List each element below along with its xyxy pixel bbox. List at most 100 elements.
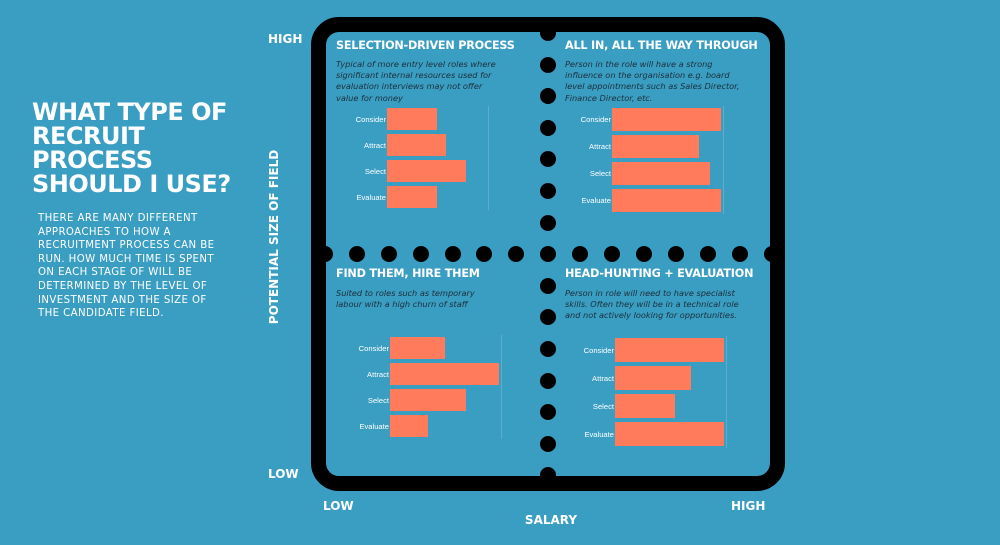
page-heading: WHAT TYPE OF RECRUIT PROCESS SHOULD I US… — [32, 98, 231, 198]
divider-dot — [540, 25, 556, 41]
category-label: Consider — [580, 115, 611, 124]
axis-guide-line — [501, 335, 502, 439]
bar-row: Consider — [567, 106, 727, 133]
divider-dot — [572, 246, 588, 262]
bar-attract — [612, 135, 699, 158]
bar-chart: Consider Attract Select Evaluate — [342, 106, 492, 210]
quadrant-title: FIND THEM, HIRE THEM — [336, 267, 480, 280]
divider-dot — [636, 246, 652, 262]
category-label: Evaluate — [584, 429, 614, 439]
divider-dot — [540, 436, 556, 452]
y-axis-title: POTENTIAL SIZE OF FIELD — [267, 149, 281, 325]
bar-consider — [390, 337, 445, 359]
quadrant-description: Person in the role will have a strong in… — [565, 59, 740, 103]
category-label: Evaluate — [581, 196, 611, 205]
axis-guide-line — [488, 106, 489, 210]
divider-dot — [732, 246, 748, 262]
divider-dot — [540, 278, 556, 294]
category-label: Consider — [358, 343, 389, 353]
category-label: Attract — [367, 369, 389, 379]
bar-row: Evaluate — [570, 420, 730, 448]
x-axis-high-label: HIGH — [731, 499, 766, 513]
category-label: Consider — [583, 345, 614, 355]
divider-dot — [540, 151, 556, 167]
bar-evaluate — [612, 189, 721, 212]
bar-consider — [387, 108, 437, 130]
bar-row: Attract — [342, 132, 492, 158]
divider-dot — [668, 246, 684, 262]
divider-dot — [540, 373, 556, 389]
bar-chart: Consider Attract Select Evaluate — [567, 106, 727, 214]
divider-dot — [540, 183, 556, 199]
quadrant-title: SELECTION-DRIVEN PROCESS — [336, 39, 515, 52]
divider-dot — [540, 246, 556, 262]
bar-row: Consider — [570, 336, 730, 364]
bar-consider — [612, 108, 721, 131]
bar-row: Evaluate — [342, 184, 492, 210]
divider-dot — [540, 57, 556, 73]
y-axis-low-label: LOW — [268, 467, 299, 481]
bar-row: Select — [345, 387, 505, 413]
bar-consider — [615, 338, 724, 362]
bar-row: Select — [567, 160, 727, 187]
bar-row: Select — [342, 158, 492, 184]
bar-attract — [387, 134, 446, 156]
bar-row: Consider — [345, 335, 505, 361]
divider-dot — [445, 246, 461, 262]
category-label: Attract — [592, 373, 614, 383]
divider-dot — [700, 246, 716, 262]
category-label: Select — [364, 166, 386, 176]
bar-evaluate — [390, 415, 428, 437]
divider-dot — [381, 246, 397, 262]
bar-row: Evaluate — [345, 413, 505, 439]
quadrant-description: Typical of more entry level roles where … — [336, 59, 496, 103]
category-label: Consider — [355, 114, 386, 124]
bar-select — [615, 394, 675, 418]
divider-dot — [540, 341, 556, 357]
divider-dot — [604, 246, 620, 262]
quadrant-title: HEAD-HUNTING + EVALUATION — [565, 267, 754, 280]
divider-dot — [540, 309, 556, 325]
category-label: Select — [367, 395, 389, 405]
divider-dot — [540, 404, 556, 420]
bar-chart: Consider Attract Select Evaluate — [570, 336, 730, 448]
bar-select — [390, 389, 466, 411]
bar-row: Attract — [567, 133, 727, 160]
x-axis-title: SALARY — [524, 513, 578, 527]
divider-dot — [476, 246, 492, 262]
category-label: Attract — [589, 142, 611, 151]
quadrant-description: Person in role will need to have special… — [565, 288, 739, 321]
divider-dot — [540, 215, 556, 231]
divider-dot — [540, 88, 556, 104]
bar-row: Attract — [570, 364, 730, 392]
bar-row: Consider — [342, 106, 492, 132]
category-label: Attract — [364, 140, 386, 150]
bar-row: Select — [570, 392, 730, 420]
y-axis-high-label: HIGH — [268, 32, 303, 46]
axis-guide-line — [726, 336, 727, 448]
bar-attract — [615, 366, 691, 390]
bar-evaluate — [387, 186, 437, 208]
category-label: Select — [589, 169, 611, 178]
bar-select — [387, 160, 466, 182]
bar-chart: Consider Attract Select Evaluate — [345, 335, 505, 439]
quadrant-description: Suited to roles such as temporary labour… — [336, 288, 475, 310]
divider-dot — [540, 467, 556, 483]
bar-row: Evaluate — [567, 187, 727, 214]
category-label: Evaluate — [359, 421, 389, 431]
divider-dot — [540, 120, 556, 136]
intro-text: THERE ARE MANY DIFFERENT APPROACHES TO H… — [38, 213, 215, 320]
divider-dot — [349, 246, 365, 262]
divider-dot — [508, 246, 524, 262]
divider-dot — [764, 246, 780, 262]
bar-evaluate — [615, 422, 724, 446]
divider-dot — [317, 246, 333, 262]
divider-dot — [413, 246, 429, 262]
category-label: Evaluate — [356, 192, 386, 202]
axis-guide-line — [723, 106, 724, 214]
x-axis-low-label: LOW — [323, 499, 354, 513]
bar-select — [612, 162, 710, 185]
quadrant-title: ALL IN, ALL THE WAY THROUGH — [565, 39, 758, 52]
category-label: Select — [592, 401, 614, 411]
bar-row: Attract — [345, 361, 505, 387]
